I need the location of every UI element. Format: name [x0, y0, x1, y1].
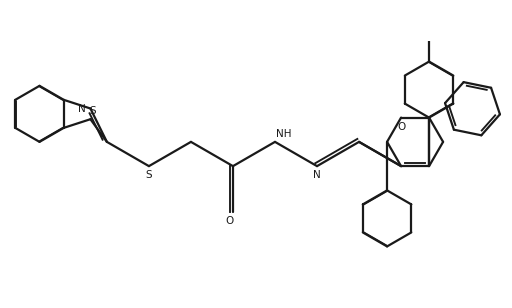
- Text: S: S: [145, 171, 152, 180]
- Text: O: O: [225, 216, 233, 226]
- Text: S: S: [89, 106, 96, 116]
- Text: N: N: [78, 104, 86, 115]
- Text: NH: NH: [276, 129, 291, 140]
- Text: O: O: [397, 123, 405, 132]
- Text: N: N: [313, 171, 321, 180]
